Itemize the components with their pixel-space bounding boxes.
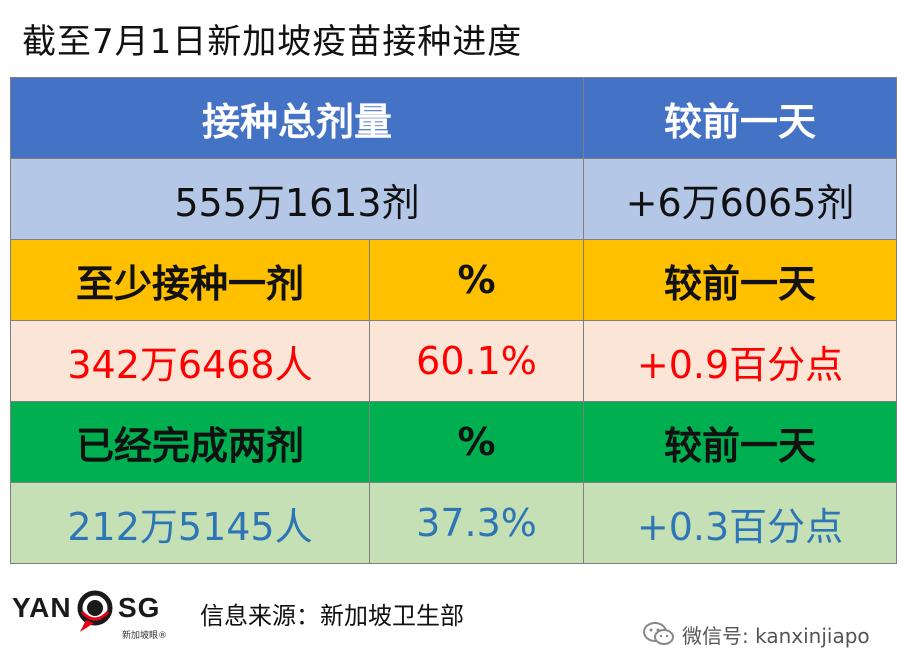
compare-prev-day-header: 较前一天 <box>583 77 898 159</box>
total-doses-header: 接种总剂量 <box>9 77 585 159</box>
two-doses-count: 212万5145人 <box>10 482 370 564</box>
two-doses-change: +0.3百分点 <box>583 482 898 564</box>
two-doses-percent: 37.3% <box>368 482 585 564</box>
one-dose-percent: 60.1% <box>368 320 585 402</box>
table-row: 212万5145人 37.3% +0.3百分点 <box>10 482 898 564</box>
table-row: 已经完成两剂 % 较前一天 <box>10 401 898 483</box>
vaccination-table: 接种总剂量 较前一天 555万1613剂 +6万6065剂 至少接种一剂 % 较… <box>9 77 898 564</box>
one-dose-change: +0.9百分点 <box>583 320 898 402</box>
table-row: 接种总剂量 较前一天 <box>9 77 898 159</box>
logo-subtitle: 新加坡眼® <box>122 631 168 641</box>
percent-header: % <box>368 401 585 483</box>
wechat-id: 微信号: kanxinjiapo <box>642 618 902 650</box>
total-doses-change: +6万6065剂 <box>583 158 898 240</box>
yansg-logo: YAN SG 新加坡眼® <box>12 588 192 648</box>
percent-header: % <box>368 239 585 321</box>
one-dose-count: 342万6468人 <box>10 320 370 402</box>
wechat-id-text: 微信号: kanxinjiapo <box>682 624 870 648</box>
table-row: 342万6468人 60.1% +0.9百分点 <box>10 320 898 402</box>
page-title: 截至7月1日新加坡疫苗接种进度 <box>22 22 523 62</box>
table-row: 至少接种一剂 % 较前一天 <box>10 239 898 321</box>
two-doses-header: 已经完成两剂 <box>10 401 370 483</box>
compare-prev-day-header: 较前一天 <box>583 401 898 483</box>
source-text: 信息来源：新加坡卫生部 <box>200 602 464 630</box>
total-doses-value: 555万1613剂 <box>9 158 585 240</box>
table-row: 555万1613剂 +6万6065剂 <box>9 158 898 240</box>
compare-prev-day-header: 较前一天 <box>583 239 898 321</box>
at-least-one-dose-header: 至少接种一剂 <box>10 239 370 321</box>
wechat-icon <box>643 622 674 645</box>
logo-text-left: YAN <box>12 592 72 623</box>
magnifier-logo-icon <box>77 590 113 632</box>
footer: YAN SG 新加坡眼® 信息来源：新加坡卫生部 微信号: kanxinjiap… <box>0 566 909 666</box>
logo-text-right: SG <box>118 592 161 623</box>
